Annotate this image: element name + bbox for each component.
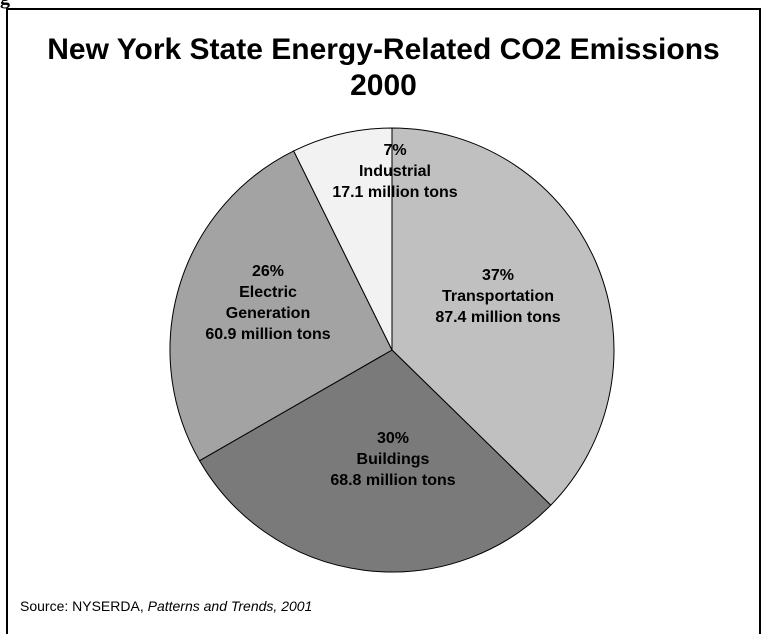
figure-label: g (0, 0, 10, 8)
slice-label-electric-generation: 26% Electric Generation 60.9 million tons (205, 263, 330, 343)
source-note: Source: NYSERDA, Patterns and Trends, 20… (20, 598, 312, 614)
slice-label-transportation: 37% Transportation 87.4 million tons (435, 267, 560, 326)
chart-title-line-1: New York State Energy-Related CO2 Emissi… (47, 33, 720, 66)
slice-label-buildings: 30% Buildings 68.8 million tons (330, 430, 455, 489)
source-prefix: Source: NYSERDA, (20, 598, 148, 614)
pie-slice-electric-generation (169, 150, 393, 462)
chart-title-line-2: 2000 (350, 69, 417, 102)
source-publication: Patterns and Trends, 2001 (147, 598, 313, 614)
chart-title: New York State Energy-Related CO2 Emissi… (0, 32, 767, 104)
pie-slice-buildings (198, 349, 552, 573)
pie-slice-transportation (391, 127, 615, 506)
pie-slice-industrial (293, 127, 393, 351)
slice-label-industrial: 7% Industrial 17.1 million tons (332, 142, 457, 201)
